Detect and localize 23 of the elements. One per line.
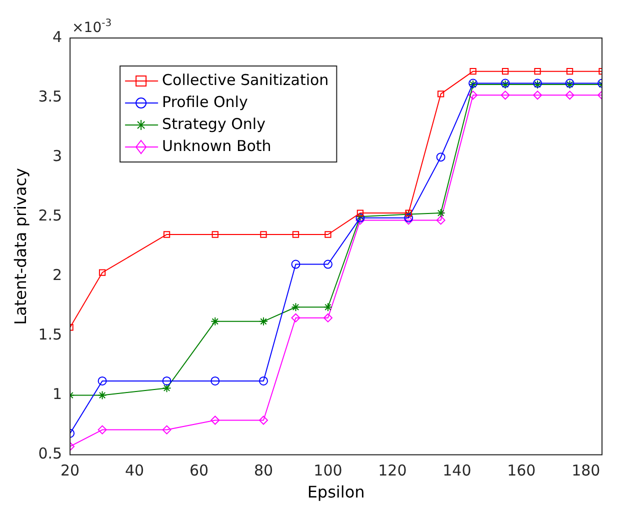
x-tick-label: 20 (60, 462, 80, 480)
y-tick-label: 3.5 (38, 87, 62, 106)
x-tick-label: 100 (314, 462, 342, 480)
legend-label: Profile Only (162, 92, 248, 111)
y-tick-label: 4 (52, 28, 62, 46)
x-tick-label: 160 (507, 462, 536, 480)
y-tick-label: 2 (52, 266, 62, 284)
x-axis-title: Epsilon (307, 482, 365, 502)
x-tick-label: 140 (442, 462, 472, 480)
y-tick-label: 0.5 (38, 444, 62, 463)
y-tick-label: 2.5 (38, 206, 62, 225)
x-tick-label: 120 (378, 462, 407, 480)
x-tick-label: 40 (124, 462, 144, 480)
y-tick-label: 1 (52, 385, 62, 404)
y-axis-title: Latent-data privacy (10, 168, 30, 325)
y-tick-label: 1.5 (38, 326, 62, 344)
x-tick-label: 80 (254, 462, 274, 480)
legend-label: Unknown Both (162, 136, 272, 155)
legend-label: Strategy Only (162, 114, 266, 133)
y-tick-label: 3 (52, 146, 62, 165)
x-tick-label: 180 (572, 462, 600, 480)
x-tick-label: 60 (189, 462, 209, 480)
legend-label: Collective Sanitization (162, 70, 329, 89)
